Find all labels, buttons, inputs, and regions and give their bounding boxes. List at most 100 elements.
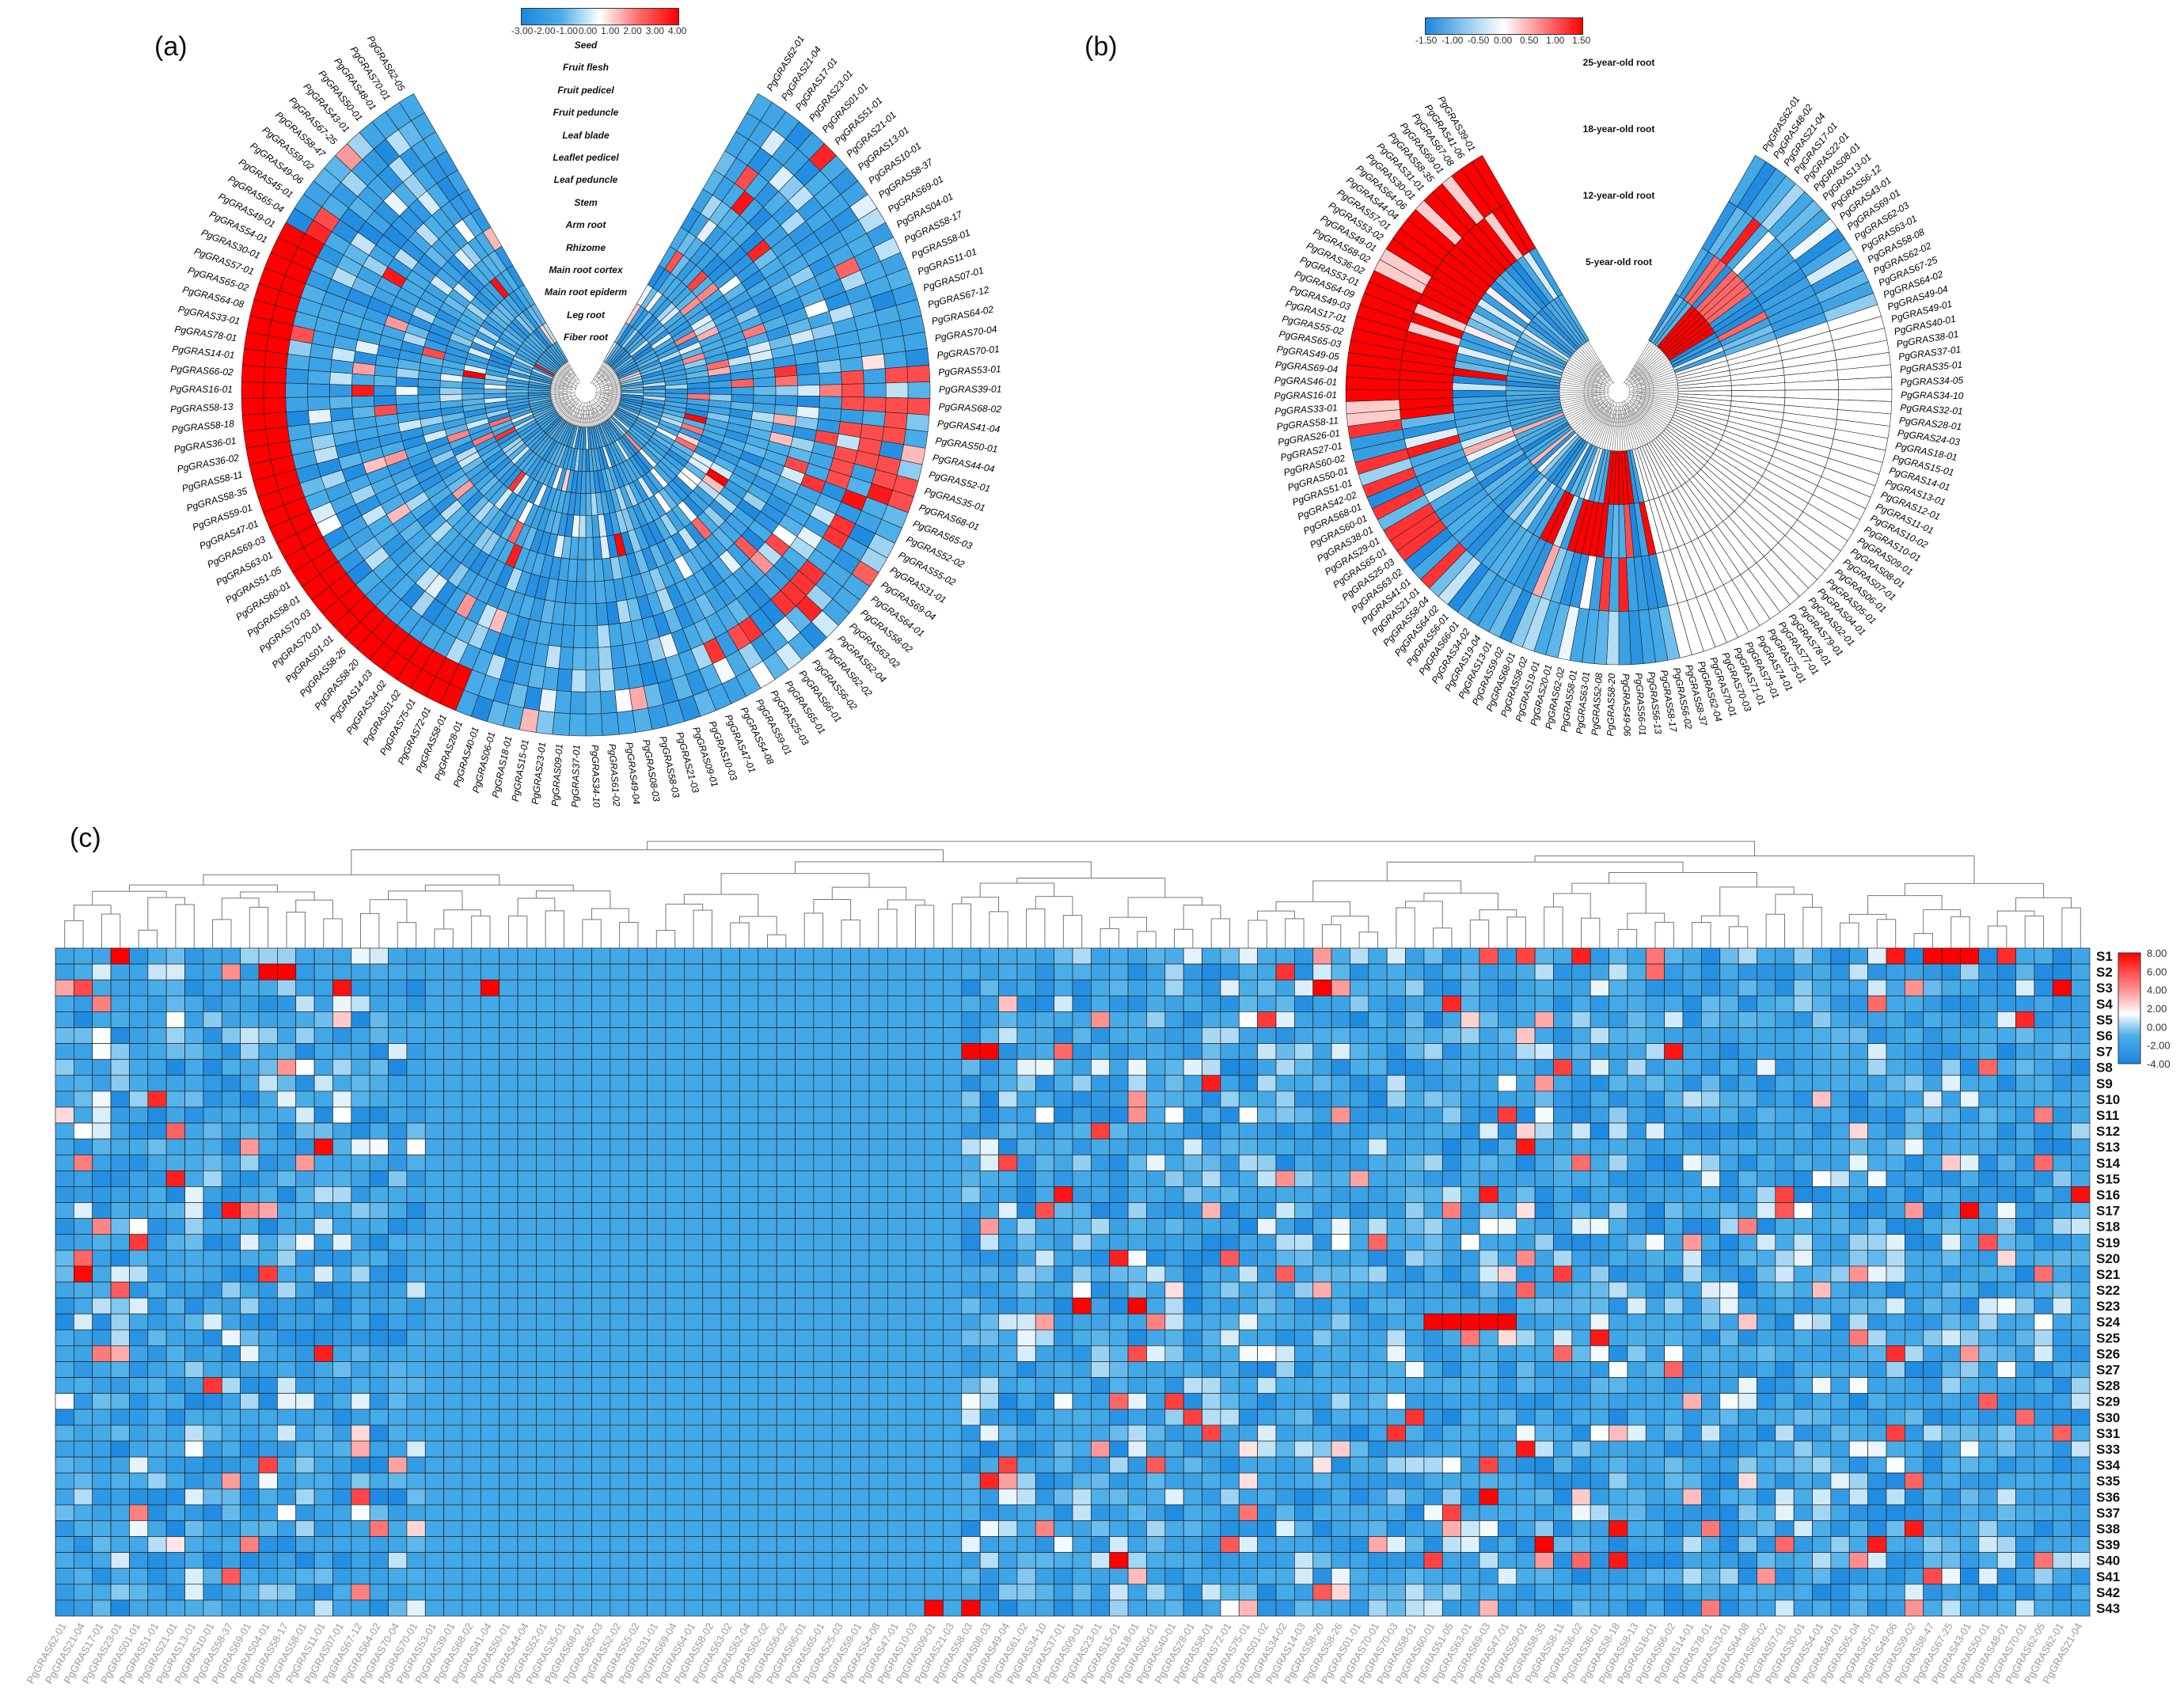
heatmap-cell xyxy=(2015,1122,2035,1140)
heatmap-cell xyxy=(1498,1170,1517,1187)
heatmap-cell xyxy=(831,963,851,981)
heatmap-cell xyxy=(184,1027,204,1044)
heatmap-cell xyxy=(1627,963,1647,981)
heatmap-cell xyxy=(1664,1170,1684,1187)
heatmap-cell xyxy=(1590,947,1609,965)
heatmap-cell xyxy=(1701,1218,1721,1235)
heatmap-cell xyxy=(1016,1122,1036,1140)
heatmap-cell xyxy=(961,1186,981,1203)
heatmap-cell xyxy=(129,1250,149,1267)
heatmap-cell xyxy=(147,1218,167,1235)
heatmap-cell xyxy=(1941,1265,1961,1283)
heatmap-cell xyxy=(1609,1186,1628,1203)
heatmap-cell xyxy=(1460,1297,1480,1315)
heatmap-cell xyxy=(979,1106,999,1124)
heatmap-cell xyxy=(1923,1011,1943,1028)
heatmap-cell xyxy=(258,1218,278,1235)
heatmap-cell xyxy=(147,1154,167,1171)
heatmap-cell xyxy=(610,1234,629,1251)
heatmap-cell xyxy=(776,1297,796,1315)
heatmap-cell xyxy=(684,979,704,996)
heatmap-cell xyxy=(1202,947,1221,965)
heatmap-cell xyxy=(665,1186,685,1203)
heatmap-cell xyxy=(720,963,740,981)
heatmap-cell xyxy=(739,1011,759,1028)
heatmap-cell xyxy=(720,1265,740,1283)
heatmap-cell xyxy=(1830,1075,1850,1092)
heatmap-cell xyxy=(1257,1138,1277,1155)
heatmap-cell xyxy=(1498,1218,1517,1235)
heatmap-cell xyxy=(1553,947,1573,965)
heatmap-cell xyxy=(1923,1218,1943,1235)
heatmap-cell xyxy=(1867,1154,1887,1171)
heatmap-cell xyxy=(841,370,864,385)
heatmap-cell xyxy=(572,1059,592,1076)
heatmap-cell xyxy=(1127,947,1147,965)
heatmap-cell xyxy=(1978,1122,1998,1140)
heatmap-cell xyxy=(1294,1122,1314,1140)
colorbar-b-tick: 0.50 xyxy=(1520,35,1539,46)
heatmap-cell xyxy=(147,1106,167,1124)
heatmap-cell xyxy=(979,1297,999,1315)
heatmap-cell xyxy=(1441,995,1461,1012)
heatmap-cell xyxy=(1923,1027,1943,1044)
heatmap-cell xyxy=(1757,1091,1776,1108)
heatmap-cell xyxy=(129,1170,149,1187)
heatmap-cell xyxy=(1257,1186,1277,1203)
heatmap-cell xyxy=(1405,1138,1425,1155)
heatmap-cell xyxy=(443,1154,463,1171)
heatmap-cell xyxy=(1423,1075,1443,1092)
heatmap-cell xyxy=(480,1043,500,1060)
heatmap-cell xyxy=(1960,1250,1980,1267)
heatmap-cell xyxy=(1941,947,1961,965)
heatmap-cell xyxy=(1368,1186,1388,1203)
heatmap-cell xyxy=(536,1218,556,1235)
heatmap-cell xyxy=(1960,995,1980,1012)
heatmap-cell xyxy=(979,1075,999,1092)
heatmap-cell xyxy=(1294,1154,1314,1171)
heatmap-cell xyxy=(1016,1234,1036,1251)
heatmap-cell xyxy=(1498,995,1517,1012)
heatmap-cell xyxy=(831,1186,851,1203)
heatmap-cell xyxy=(1590,1218,1609,1235)
heatmap-cell xyxy=(1590,995,1609,1012)
heatmap-cell xyxy=(1183,979,1202,996)
heatmap-cell xyxy=(1460,963,1480,981)
heatmap-cell xyxy=(1941,1138,1961,1155)
heatmap-cell xyxy=(1664,1091,1684,1108)
dendrogram-branch xyxy=(1559,393,1596,399)
heatmap-cell xyxy=(850,1027,870,1044)
heatmap-cell xyxy=(1238,1027,1258,1044)
heatmap-cell xyxy=(1202,1297,1221,1315)
heatmap-cell xyxy=(1664,1106,1684,1124)
heatmap-cell xyxy=(868,1011,888,1028)
heatmap-cell xyxy=(1812,1170,1832,1187)
heatmap-cell xyxy=(1848,979,1868,996)
heatmap-cell xyxy=(998,1027,1018,1044)
heatmap-cell xyxy=(55,1059,74,1076)
heatmap-cell xyxy=(1127,1218,1147,1235)
heatmap-cell xyxy=(1848,1250,1868,1267)
heatmap-cell xyxy=(1978,1154,1998,1171)
heatmap-cell xyxy=(906,1234,925,1251)
heatmap-cell xyxy=(924,1154,944,1171)
heatmap-cell xyxy=(572,1281,592,1299)
heatmap-cell xyxy=(277,1250,297,1267)
heatmap-cell xyxy=(1812,1281,1832,1299)
heatmap-cell xyxy=(813,1043,833,1060)
heatmap-cell xyxy=(184,979,204,996)
heatmap-cell xyxy=(702,1059,722,1076)
dendrogram-branch xyxy=(603,379,620,386)
heatmap-cell xyxy=(1664,1218,1684,1235)
heatmap-cell xyxy=(1960,1027,1980,1044)
heatmap-cell xyxy=(1350,1043,1369,1060)
heatmap-cell xyxy=(388,1281,408,1299)
heatmap-cell xyxy=(1054,1202,1073,1219)
heatmap-cell xyxy=(240,1011,260,1028)
heatmap-cell xyxy=(424,1154,444,1171)
heatmap-cell xyxy=(1035,1154,1054,1171)
heatmap-cell xyxy=(887,1170,907,1187)
heatmap-cell xyxy=(1368,1297,1388,1315)
heatmap-cell xyxy=(795,1281,815,1299)
heatmap-cell xyxy=(129,1106,149,1124)
